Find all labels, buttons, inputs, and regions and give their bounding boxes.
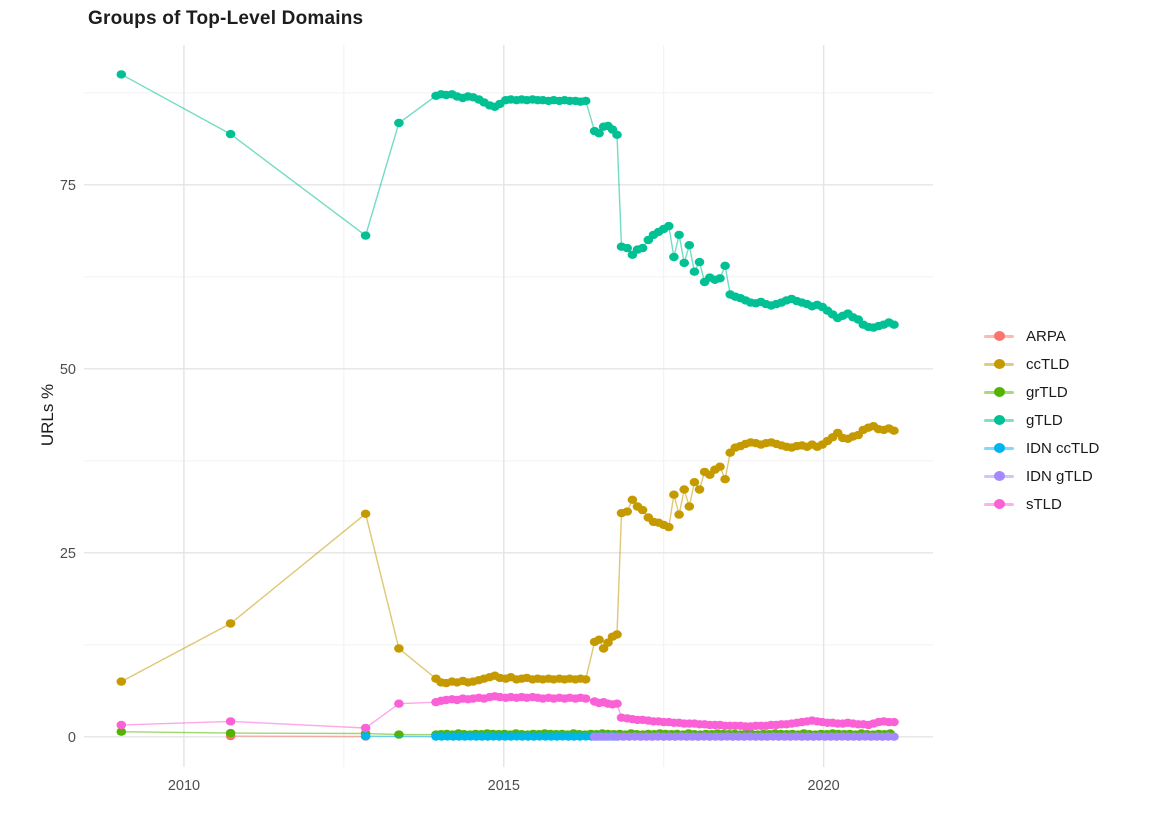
legend-label: ccTLD <box>1026 355 1070 373</box>
data-point <box>394 730 404 739</box>
legend-dot-icon <box>994 359 1005 369</box>
legend-item: ccTLD <box>984 350 1099 378</box>
data-point <box>360 732 371 741</box>
legend-label: gTLD <box>1026 411 1063 429</box>
data-point <box>679 258 689 268</box>
data-point <box>669 490 679 499</box>
legend-dot-icon <box>994 471 1005 481</box>
data-point <box>715 462 725 471</box>
data-point <box>694 485 705 494</box>
legend-key-icon <box>984 469 1014 483</box>
data-point <box>225 717 236 726</box>
series-gtld <box>116 70 899 332</box>
data-point <box>664 221 674 231</box>
x-tick-label: 2020 <box>807 778 839 794</box>
data-point <box>664 522 674 532</box>
y-tick-label: 25 <box>60 546 76 562</box>
data-point <box>674 510 684 519</box>
data-point <box>116 677 127 686</box>
series-stld <box>116 692 899 733</box>
data-point <box>622 243 632 253</box>
data-point <box>684 241 695 250</box>
data-point <box>580 675 591 684</box>
legend-item: IDN gTLD <box>984 462 1099 490</box>
data-point <box>394 644 404 653</box>
data-point <box>594 129 604 138</box>
legend-label: sTLD <box>1026 495 1062 513</box>
data-point <box>684 502 695 511</box>
data-point <box>580 96 591 106</box>
legend-dot-icon <box>994 499 1005 509</box>
data-point <box>689 267 700 276</box>
data-point <box>225 728 236 738</box>
legend-key-icon <box>984 357 1014 371</box>
data-point <box>612 630 622 639</box>
data-point <box>689 478 700 487</box>
data-point <box>394 699 404 708</box>
data-point <box>603 638 613 647</box>
legend: ARPA ccTLD grTLD gTLD IDN ccTLD IDN gTLD sTLD <box>984 322 1099 518</box>
legend-label: grTLD <box>1026 383 1068 401</box>
data-point <box>394 118 404 128</box>
data-point <box>360 231 371 240</box>
data-point <box>889 717 899 727</box>
legend-key-icon <box>984 385 1014 399</box>
legend-key-icon <box>984 497 1014 511</box>
legend-dot-icon <box>994 443 1005 453</box>
data-point <box>225 129 236 139</box>
data-point <box>360 723 371 733</box>
legend-dot-icon <box>994 415 1005 425</box>
legend-item: gTLD <box>984 406 1099 434</box>
data-point <box>627 495 638 504</box>
x-tick-label: 2015 <box>488 778 520 794</box>
series-cctld <box>116 422 899 688</box>
legend-item: ARPA <box>984 322 1099 350</box>
data-point <box>637 505 648 515</box>
data-point <box>679 485 689 494</box>
data-point <box>715 274 725 283</box>
legend-item: IDN ccTLD <box>984 434 1099 462</box>
legend-label: IDN gTLD <box>1026 467 1093 485</box>
data-point <box>116 720 127 730</box>
data-point <box>720 261 730 270</box>
legend-dot-icon <box>994 387 1005 397</box>
data-point <box>360 509 371 518</box>
legend-key-icon <box>984 329 1014 343</box>
data-point <box>889 732 899 741</box>
x-tick-label: 2010 <box>168 778 200 794</box>
data-point <box>720 475 730 484</box>
data-point <box>225 619 236 628</box>
data-point <box>694 257 705 267</box>
legend-item: grTLD <box>984 378 1099 406</box>
legend-key-icon <box>984 441 1014 455</box>
legend-dot-icon <box>994 331 1005 341</box>
legend-key-icon <box>984 413 1014 427</box>
data-point <box>116 727 127 736</box>
data-point <box>637 243 648 253</box>
chart-title: Groups of Top-Level Domains <box>88 8 364 29</box>
data-point <box>580 694 591 703</box>
data-point <box>889 426 899 435</box>
y-tick-label: 75 <box>60 178 76 194</box>
data-point <box>612 130 622 139</box>
data-point <box>622 507 632 516</box>
series-line <box>120 73 895 329</box>
data-point <box>116 70 127 79</box>
data-point <box>674 230 684 240</box>
y-tick-label: 50 <box>60 362 76 378</box>
legend-item: sTLD <box>984 490 1099 518</box>
data-point <box>612 699 622 708</box>
series-idn-gtld <box>589 732 899 741</box>
y-tick-label: 0 <box>68 730 76 746</box>
data-point <box>889 320 899 329</box>
legend-label: ARPA <box>1026 327 1066 345</box>
data-point <box>594 635 604 644</box>
data-point <box>669 252 679 262</box>
legend-label: IDN ccTLD <box>1026 439 1100 457</box>
